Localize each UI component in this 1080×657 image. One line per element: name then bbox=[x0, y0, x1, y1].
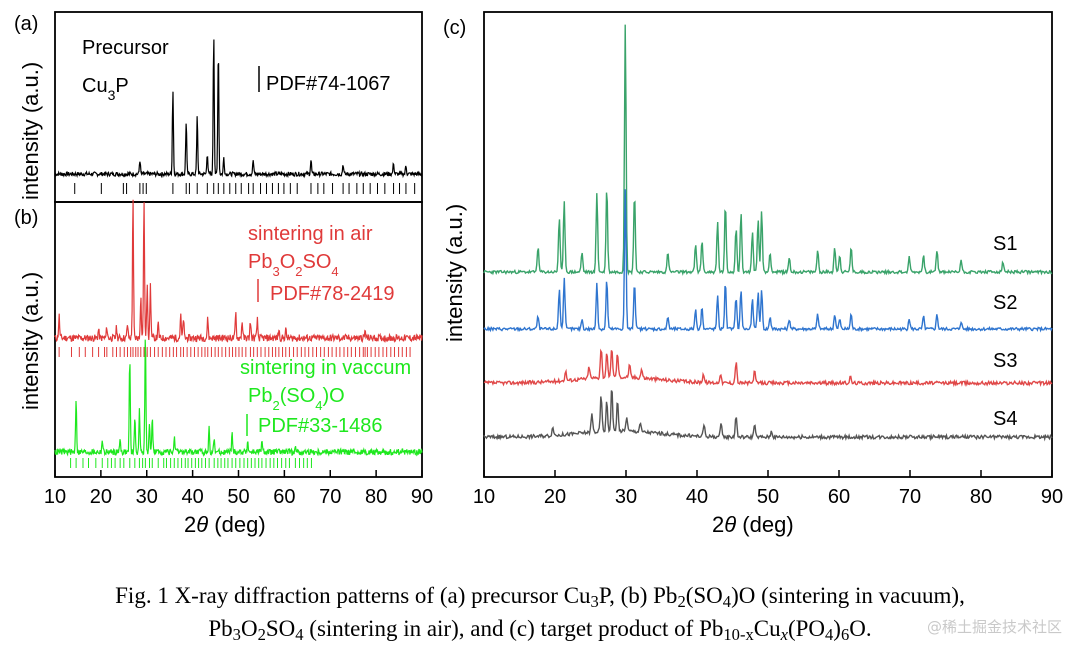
panel-c-xtick-label: 50 bbox=[757, 486, 779, 508]
panel-b-series-line bbox=[54, 199, 423, 344]
panel-c-series-line bbox=[483, 189, 1053, 333]
panel-a-ylabel: intensity (a.u.) bbox=[18, 62, 43, 200]
panel-b-patterns bbox=[54, 199, 423, 468]
panel-b-air-label: sintering in air bbox=[248, 223, 373, 245]
panel-c-xtick-label: 60 bbox=[828, 486, 850, 508]
panel-a-label: (a) bbox=[14, 13, 38, 35]
panel-c-frame bbox=[483, 11, 1053, 478]
panel-b-xtick-label: 60 bbox=[273, 486, 295, 508]
xrd-figure: (a) Precursor Cu3P PDF#74-1067 intensity… bbox=[14, 11, 1063, 537]
panel-c-xtick-label: 10 bbox=[473, 486, 495, 508]
panel-b-xtick-label: 40 bbox=[182, 486, 204, 508]
panel-b-xtick-label: 10 bbox=[44, 486, 66, 508]
panel-b-xtick-label: 90 bbox=[411, 486, 433, 508]
panel-b-xtick-label: 30 bbox=[136, 486, 158, 508]
panel-c-xtick-label: 20 bbox=[544, 486, 566, 508]
panel-b-xtick-label: 80 bbox=[365, 486, 387, 508]
panel-c-patterns bbox=[483, 24, 1053, 442]
panel-a-reference: PDF#74-1067 bbox=[266, 73, 391, 95]
panel-c-series-label-s2: S2 bbox=[993, 292, 1017, 314]
panel-c-series-line bbox=[483, 24, 1053, 276]
panel-b-xaxis: 10 20 30 40 50 60 70 80 90 bbox=[44, 470, 433, 508]
panel-c-xtick-label: 30 bbox=[615, 486, 637, 508]
panel-b-label: (b) bbox=[14, 207, 38, 229]
panel-b-vac-label: sintering in vaccum bbox=[240, 357, 411, 379]
panel-b-vac-reference: PDF#33-1486 bbox=[258, 415, 383, 437]
panel-c-xlabel: 2θ (deg) bbox=[712, 512, 794, 537]
panel-c-series-line bbox=[483, 390, 1053, 442]
panel-b-ylabel: intensity (a.u.) bbox=[18, 272, 43, 410]
panel-c-series-label-s1: S1 bbox=[993, 233, 1017, 255]
panel-c-ylabel: intensity (a.u.) bbox=[442, 204, 467, 342]
panel-a-sample: Precursor bbox=[82, 37, 169, 59]
panel-b-air-reference: PDF#78-2419 bbox=[270, 283, 395, 305]
panel-c-xtick-label: 90 bbox=[1041, 486, 1063, 508]
panel-a-formula: Cu3P bbox=[82, 75, 129, 103]
panel-c-series-label-s3: S3 bbox=[993, 350, 1017, 372]
panel-c-xtick-label: 40 bbox=[686, 486, 708, 508]
panel-b-series-line bbox=[54, 339, 423, 457]
panel-b-air-formula: Pb3O2SO4 bbox=[248, 251, 339, 279]
panel-a-pattern bbox=[54, 39, 423, 179]
panel-b-xtick-label: 20 bbox=[90, 486, 112, 508]
panel-c-xaxis: 10 20 30 40 50 60 70 80 90 bbox=[473, 470, 1063, 508]
panel-c-series-line bbox=[483, 348, 1053, 388]
panel-a-reference-lines bbox=[74, 183, 416, 194]
panel-a-series-line bbox=[54, 39, 423, 179]
panel-b-xtick-label: 50 bbox=[227, 486, 249, 508]
panel-c-series-label-s4: S4 bbox=[993, 408, 1017, 430]
panel-b-xlabel: 2θ (deg) bbox=[184, 512, 266, 537]
panel-c-label: (c) bbox=[443, 17, 466, 39]
panel-b-vac-formula: Pb2(SO4)O bbox=[248, 385, 345, 413]
watermark: @稀土掘金技术社区 bbox=[926, 618, 1062, 636]
panel-c-xtick-label: 70 bbox=[899, 486, 921, 508]
panel-c-xtick-label: 80 bbox=[970, 486, 992, 508]
panel-b-xtick-label: 70 bbox=[319, 486, 341, 508]
figure-caption-line-2: Pb3O2SO4 (sintering in air), and (c) tar… bbox=[208, 616, 872, 645]
figure-caption-line-1: Fig. 1 X-ray diffraction patterns of (a)… bbox=[115, 583, 965, 612]
